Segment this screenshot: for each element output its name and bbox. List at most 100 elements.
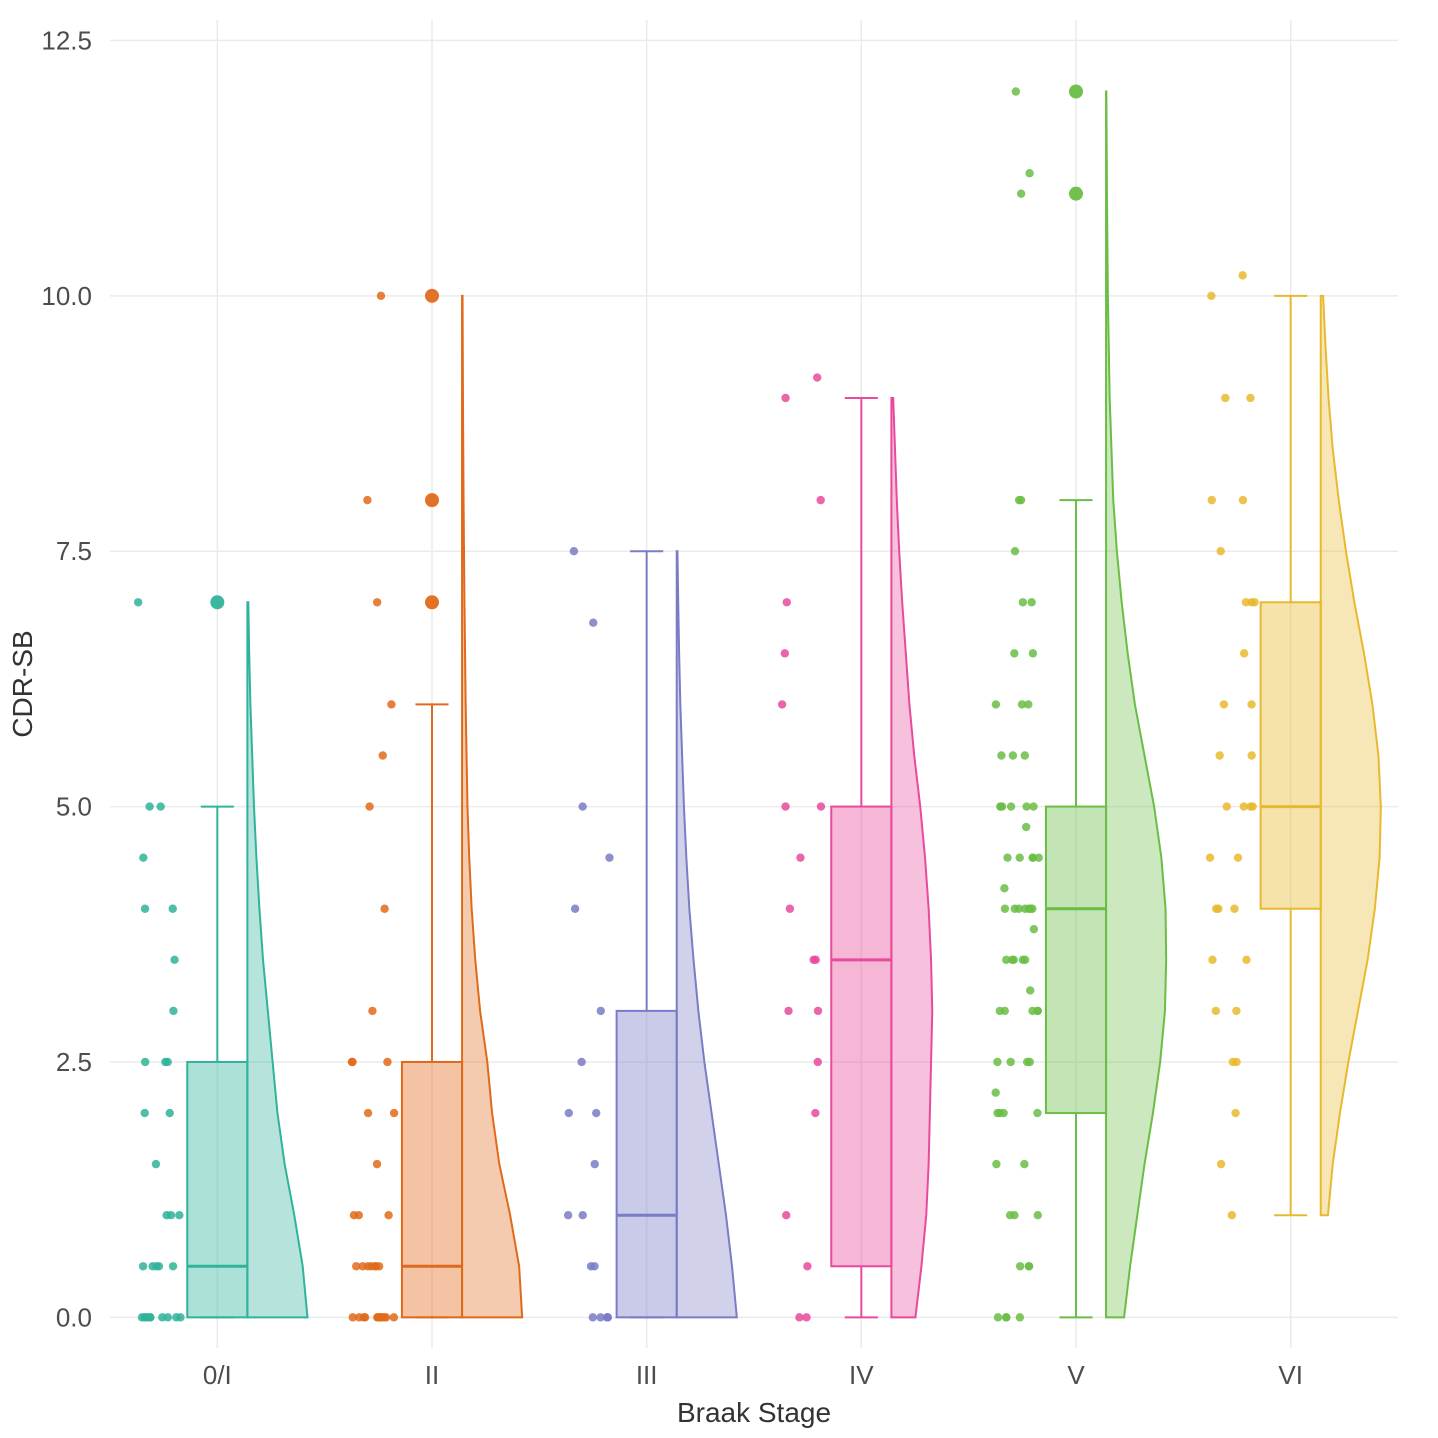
box xyxy=(1261,602,1321,908)
data-point xyxy=(996,1007,1004,1015)
y-tick-label: 12.5 xyxy=(41,25,92,55)
data-point xyxy=(597,1007,605,1015)
data-point xyxy=(383,1058,391,1066)
outlier-point xyxy=(425,493,439,507)
data-point xyxy=(1022,802,1030,810)
x-tick-label: IV xyxy=(849,1360,874,1390)
data-point xyxy=(1034,1007,1042,1015)
data-point xyxy=(390,1313,398,1321)
data-point xyxy=(1021,751,1029,759)
x-tick-label: VI xyxy=(1278,1360,1303,1390)
data-point xyxy=(589,1313,597,1321)
data-point xyxy=(139,1262,147,1270)
data-point xyxy=(589,619,597,627)
y-tick-label: 10.0 xyxy=(41,281,92,311)
data-point xyxy=(169,1007,177,1015)
data-point xyxy=(564,1211,572,1219)
data-point xyxy=(1212,1007,1220,1015)
data-point xyxy=(141,1058,149,1066)
data-point xyxy=(1021,905,1029,913)
box xyxy=(617,1011,677,1317)
outlier-point xyxy=(1069,85,1083,99)
data-point xyxy=(782,1211,790,1219)
data-point xyxy=(169,1262,177,1270)
data-point xyxy=(781,649,789,657)
data-point xyxy=(373,1160,381,1168)
data-point xyxy=(591,1160,599,1168)
x-tick-label: II xyxy=(425,1360,439,1390)
data-point xyxy=(579,1211,587,1219)
y-tick-label: 7.5 xyxy=(56,536,92,566)
x-tick-label: III xyxy=(636,1360,658,1390)
data-point xyxy=(373,598,381,606)
box xyxy=(1046,807,1106,1113)
data-point xyxy=(164,1058,172,1066)
data-point xyxy=(1016,1262,1024,1270)
data-point xyxy=(816,496,824,504)
data-point xyxy=(141,905,149,913)
data-point xyxy=(1214,905,1222,913)
data-point xyxy=(380,905,388,913)
data-point xyxy=(1000,884,1008,892)
data-point xyxy=(1220,700,1228,708)
data-point xyxy=(1028,905,1036,913)
data-point xyxy=(993,1058,1001,1066)
data-point xyxy=(146,1313,154,1321)
data-point xyxy=(363,496,371,504)
data-point xyxy=(1217,547,1225,555)
data-point xyxy=(1217,1160,1225,1168)
data-point xyxy=(152,1160,160,1168)
data-point xyxy=(1215,751,1223,759)
data-point xyxy=(134,598,142,606)
data-point xyxy=(605,853,613,861)
data-point xyxy=(1019,598,1027,606)
data-point xyxy=(371,1262,379,1270)
data-point xyxy=(996,802,1004,810)
data-point xyxy=(1011,547,1019,555)
data-point xyxy=(814,1007,822,1015)
data-point xyxy=(377,292,385,300)
data-point xyxy=(384,1211,392,1219)
data-point xyxy=(1221,394,1229,402)
data-point xyxy=(1034,1211,1042,1219)
data-point xyxy=(1023,1058,1031,1066)
data-point xyxy=(1208,956,1216,964)
data-point xyxy=(379,751,387,759)
x-tick-label: V xyxy=(1067,1360,1085,1390)
data-point xyxy=(1007,802,1015,810)
y-tick-label: 0.0 xyxy=(56,1302,92,1332)
data-point xyxy=(1010,956,1018,964)
data-point xyxy=(809,956,817,964)
data-point xyxy=(1017,496,1025,504)
data-point xyxy=(1242,956,1250,964)
data-point xyxy=(1016,853,1024,861)
data-point xyxy=(164,1313,172,1321)
data-point xyxy=(1250,598,1258,606)
data-point xyxy=(1232,1007,1240,1015)
data-point xyxy=(596,1313,604,1321)
data-point xyxy=(813,373,821,381)
data-point xyxy=(781,394,789,402)
data-point xyxy=(992,1160,1000,1168)
y-axis-title: CDR-SB xyxy=(7,630,38,737)
data-point xyxy=(364,1109,372,1117)
raincloud-chart: 0.02.55.07.510.012.5CDR-SB0/IIIIIIIVVVIB… xyxy=(0,0,1438,1438)
data-point xyxy=(1033,1109,1041,1117)
data-point xyxy=(348,1058,356,1066)
data-point xyxy=(162,1211,170,1219)
data-point xyxy=(803,1262,811,1270)
data-point xyxy=(781,802,789,810)
data-point xyxy=(1247,751,1255,759)
data-point xyxy=(349,1313,357,1321)
outlier-point xyxy=(210,595,224,609)
data-point xyxy=(1026,986,1034,994)
data-point xyxy=(796,853,804,861)
data-point xyxy=(170,956,178,964)
data-point xyxy=(1022,823,1030,831)
data-point xyxy=(814,1058,822,1066)
data-point xyxy=(352,1262,360,1270)
data-point xyxy=(795,1313,803,1321)
data-point xyxy=(1002,1313,1010,1321)
data-point xyxy=(1229,1058,1237,1066)
data-point xyxy=(1208,496,1216,504)
